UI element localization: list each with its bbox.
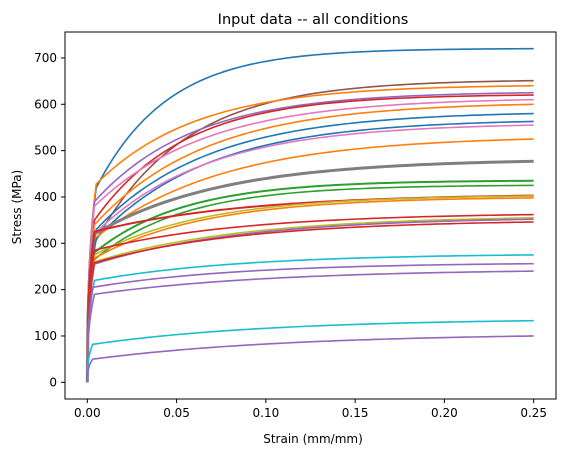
y-tick-label: 600 (34, 97, 57, 111)
x-tick-label: 0.10 (253, 406, 280, 420)
y-tick-label: 0 (49, 375, 57, 389)
series-line-17 (86, 197, 534, 383)
series-line-16 (86, 195, 534, 383)
x-tick-label: 0.25 (520, 406, 547, 420)
x-tick-label: 0.00 (74, 406, 101, 420)
y-tick-label: 300 (34, 236, 57, 250)
y-axis-label: Stress (MPa) (10, 170, 24, 244)
y-tick-label: 100 (34, 329, 57, 343)
y-tick-label: 500 (34, 144, 57, 158)
series-lines (85, 47, 534, 383)
y-tick-label: 700 (34, 51, 57, 65)
series-line-1 (86, 47, 534, 383)
series-line-12 (85, 159, 534, 383)
series-line-25 (86, 319, 534, 383)
series-line-10 (86, 124, 534, 383)
chart-title: Input data -- all conditions (218, 12, 409, 28)
series-line-26 (86, 335, 534, 383)
x-tick-label: 0.20 (431, 406, 458, 420)
x-axis-label: Strain (mm/mm) (263, 432, 363, 446)
x-tick-label: 0.05 (163, 406, 190, 420)
series-line-7 (86, 103, 534, 383)
series-line-14 (86, 184, 534, 383)
x-axis-ticks: 0.00 0.05 0.10 0.15 0.20 0.25 (74, 399, 547, 420)
series-line-6 (86, 98, 534, 383)
y-tick-label: 200 (34, 283, 57, 297)
y-tick-label: 400 (34, 190, 57, 204)
series-line-23 (86, 262, 534, 383)
series-line-21 (86, 221, 534, 383)
series-line-18 (86, 213, 534, 383)
series-line-5 (86, 94, 534, 383)
series-line-3 (86, 84, 534, 383)
series-line-13 (86, 179, 534, 383)
series-line-8 (86, 112, 534, 383)
series-line-19 (86, 217, 534, 383)
series-line-4 (86, 91, 534, 383)
series-line-22 (86, 254, 534, 383)
x-tick-label: 0.15 (342, 406, 369, 420)
series-line-24 (86, 270, 534, 383)
series-line-9 (86, 120, 534, 383)
y-axis-ticks: 0 100 200 300 400 500 600 700 (34, 51, 65, 389)
plot-frame (64, 31, 557, 400)
